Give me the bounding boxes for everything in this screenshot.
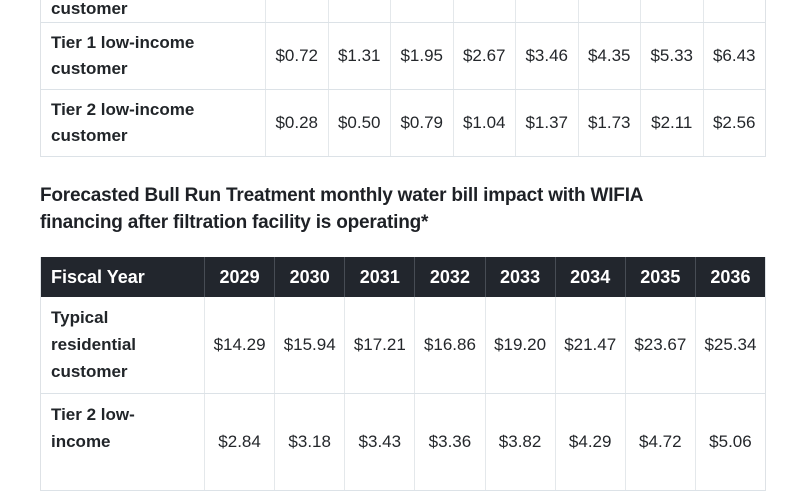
table-cell: $21.47 [554,297,625,393]
section-heading: Forecasted Bull Run Treatment monthly wa… [40,185,644,233]
table-cell: $1.73 [577,90,641,156]
year-header-cell: 2029 [204,257,274,297]
table-cell: $5.33 [640,23,703,89]
table-cell [702,0,766,22]
table-row: Typical residential customer $14.29 $15.… [41,297,765,394]
fiscal-year-header-cell: Fiscal Year [51,266,145,287]
table-cell: $1.95 [390,23,453,89]
table-cell: $4.72 [624,394,695,490]
year-header-cell: 2033 [484,257,555,297]
row-label-cell: Typical residential customer [51,308,137,381]
table-cell: $4.29 [554,394,625,490]
table-cell: $16.86 [414,297,484,393]
table-cell: $0.50 [327,90,391,156]
table-cell [452,0,516,22]
table-cell: $6.43 [702,23,766,89]
table-cell: $14.29 [204,297,274,393]
table-cell: $25.34 [694,297,765,393]
bill-impact-table-top: customer Tier 1 low-income customer $0.7… [40,0,766,157]
table-cell: $0.28 [265,90,328,156]
table-cell [577,0,641,22]
table-cell: $3.18 [274,394,344,490]
table-cell: $3.36 [414,394,484,490]
row-label-cell: Tier 2 low- income [51,405,135,451]
table-header-row: Fiscal Year 2029 2030 2031 2032 2033 203… [41,257,765,297]
table-cell: $2.84 [204,394,274,490]
year-header-cell: 2030 [274,257,344,297]
table-cell: $0.79 [390,90,453,156]
table-cell: $2.67 [452,23,516,89]
table-cell [327,0,391,22]
year-header-cell: 2032 [414,257,484,297]
table-cell [640,0,703,22]
table-row: Tier 2 low-income customer $0.28 $0.50 $… [41,90,765,157]
table-cell: $0.72 [265,23,328,89]
table-cell: $3.43 [344,394,414,490]
table-cell: $4.35 [577,23,641,89]
row-label-cell: Tier 2 low-income customer [51,100,195,145]
table-cell: $23.67 [624,297,695,393]
table-cell: $3.46 [515,23,578,89]
table-row: customer [41,0,765,23]
year-header-cell: 2036 [694,257,765,297]
table-cell [390,0,453,22]
table-cell: $1.31 [327,23,391,89]
table-cell: $19.20 [484,297,555,393]
bill-impact-table-forecast: Fiscal Year 2029 2030 2031 2032 2033 203… [40,257,766,491]
table-cell: $3.82 [484,394,555,490]
table-cell: $2.11 [640,90,703,156]
table-cell [515,0,578,22]
year-header-cell: 2031 [344,257,414,297]
row-label-cell: Tier 1 low-income customer [51,33,195,78]
year-header-cell: 2034 [554,257,625,297]
table-cell: $1.37 [515,90,578,156]
table-row: Tier 2 low- income $2.84 $3.18 $3.43 $3.… [41,394,765,491]
table-cell: $5.06 [694,394,765,490]
table-cell: $15.94 [274,297,344,393]
year-header-cell: 2035 [624,257,695,297]
table-cell: $2.56 [702,90,766,156]
table-cell: $17.21 [344,297,414,393]
table-row: Tier 1 low-income customer $0.72 $1.31 $… [41,23,765,90]
row-label-cell: customer [51,0,128,18]
table-cell [265,0,328,22]
table-cell: $1.04 [452,90,516,156]
